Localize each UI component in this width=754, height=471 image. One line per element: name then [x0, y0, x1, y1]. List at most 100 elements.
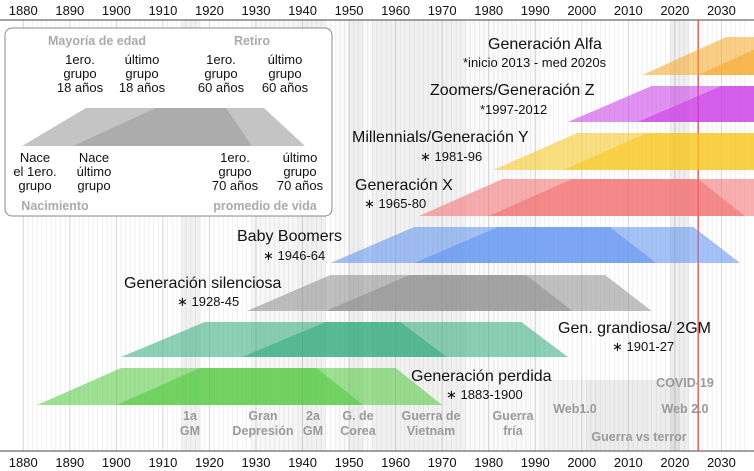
event-label-covid-19: COVID-19	[656, 376, 714, 390]
generation-labels: Generación Alfa *inicio 2013 - med 2020s Z…	[124, 36, 714, 444]
tick-top-1990: 1990	[521, 3, 550, 18]
legend-birth-last-line: grupo	[77, 178, 110, 193]
tick-bottom-1970: 1970	[428, 455, 457, 470]
tick-bottom-1980: 1980	[474, 455, 503, 470]
legend-death-last: último grupo 70 años	[277, 150, 324, 193]
generation-name-generaci-n-silenciosa: Generación silenciosa	[124, 275, 282, 292]
legend-title-adulthood: Mayoría de edad	[48, 34, 146, 48]
legend-birth-first: Nace el 1ero. grupo	[13, 150, 56, 193]
generation-years-baby-boomers: ∗ 1946-64	[263, 248, 325, 263]
legend-title-birth: Nacimiento	[21, 199, 89, 213]
legend-first-adult-line: 1ero.	[65, 52, 95, 67]
legend-last-retire-line: grupo	[268, 66, 301, 81]
legend-first-retire-line: 60 años	[198, 80, 245, 95]
tick-top-1890: 1890	[55, 3, 84, 18]
legend-last-adult-line: grupo	[125, 66, 158, 81]
legend-birth-first-line: grupo	[18, 178, 51, 193]
tick-top-1940: 1940	[288, 3, 317, 18]
tick-top-1930: 1930	[242, 3, 271, 18]
event-label-line: COVID-19	[656, 376, 714, 390]
tick-bottom-1920: 1920	[195, 455, 224, 470]
tick-top-1970: 1970	[428, 3, 457, 18]
generation-band-generaci-n-silenciosa	[246, 275, 652, 311]
generation-name-millennials-generaci-n-y: Millennials/Generación Y	[352, 129, 529, 146]
legend-death-first-line: 1ero.	[220, 150, 250, 165]
event-label-line: Corea	[340, 424, 376, 438]
legend-last-adult-line: último	[125, 52, 160, 67]
event-label-line: Guerra de	[401, 409, 460, 423]
tick-bottom-2030: 2030	[707, 455, 736, 470]
generation-band-gen-grandiosa-2gm	[121, 322, 568, 357]
generation-band-zoomers-generaci-n-z	[567, 86, 754, 122]
event-label-g-de-corea: G. de Corea	[340, 409, 376, 438]
tick-top-1880: 1880	[9, 3, 38, 18]
tick-top-2010: 2010	[614, 3, 643, 18]
legend-birth-last-line: último	[77, 164, 112, 179]
tick-top-1950: 1950	[335, 3, 364, 18]
legend-birth-last: Nace último grupo	[77, 150, 112, 193]
event-label-line: 2a	[306, 409, 321, 423]
event-label-guerra-de-vietnam: Guerra de Vietnam	[401, 409, 460, 438]
tick-bottom-2010: 2010	[614, 455, 643, 470]
event-label-line: fría	[503, 424, 524, 438]
tick-top-2000: 2000	[567, 3, 596, 18]
event-label-web-2-0: Web 2.0	[661, 402, 708, 416]
generation-name-gen-grandiosa-2gm: Gen. grandiosa/ 2GM	[558, 320, 711, 337]
generation-name-zoomers-generaci-n-z: Zoomers/Generación Z	[430, 82, 595, 99]
event-label-line: Guerra vs terror	[591, 430, 686, 444]
generation-band-generaci-n-x	[418, 179, 754, 216]
tick-bottom-1910: 1910	[148, 455, 177, 470]
generation-years-generaci-n-silenciosa: ∗ 1928-45	[177, 294, 239, 309]
legend-last-shape	[73, 108, 305, 146]
tick-bottom-1880: 1880	[9, 455, 38, 470]
event-label-line: G. de	[342, 409, 373, 423]
event-label-line: Vietnam	[407, 424, 455, 438]
last-group-shape	[488, 179, 754, 216]
legend-first-retire-line: grupo	[204, 66, 237, 81]
generation-years-generaci-n-alfa: *inicio 2013 - med 2020s	[463, 55, 607, 70]
tick-bottom-2020: 2020	[660, 455, 689, 470]
generation-name-generaci-n-alfa: Generación Alfa	[488, 36, 602, 53]
legend-last-adult-line: 18 años	[119, 80, 166, 95]
legend-death-last-line: 70 años	[277, 178, 324, 193]
generation-name-generaci-n-perdida: Generación perdida	[411, 368, 552, 385]
tick-bottom-1960: 1960	[381, 455, 410, 470]
generation-bands	[37, 37, 754, 405]
tick-top-1980: 1980	[474, 3, 503, 18]
legend-birth-first-line: el 1ero.	[13, 164, 56, 179]
generation-years-gen-grandiosa-2gm: ∗ 1901-27	[612, 339, 674, 354]
event-label-guerra-vs-terror: Guerra vs terror	[591, 430, 686, 444]
legend-birth-last-line: Nace	[79, 150, 109, 165]
event-label-line: 1a	[183, 409, 198, 423]
last-group-shape	[242, 322, 568, 357]
tick-top-1900: 1900	[102, 3, 131, 18]
legend-title-retirement: Retiro	[234, 34, 270, 48]
last-group-shape	[325, 275, 652, 311]
last-group-shape	[414, 227, 741, 263]
generation-band-generaci-n-alfa	[642, 37, 754, 75]
tick-bottom-2000: 2000	[567, 455, 596, 470]
tick-bottom-1890: 1890	[55, 455, 84, 470]
year-axis: 1880 1880 1890 1890 1900 1900 1910 1910 1920 1920…	[9, 3, 736, 470]
legend-last-retire-line: último	[268, 52, 303, 67]
event-label-line: Web1.0	[553, 402, 597, 416]
last-group-shape	[563, 133, 754, 170]
event-band-web-2-0	[600, 380, 680, 451]
last-group-shape	[637, 86, 754, 122]
tick-top-2030: 2030	[707, 3, 736, 18]
generation-years-generaci-n-perdida: ∗ 1883-1900	[446, 387, 523, 402]
event-label-guerra-fr-a: Guerra fría	[493, 409, 535, 438]
generation-band-millennials-generaci-n-y	[493, 133, 754, 170]
event-label-web1-0: Web1.0	[553, 402, 597, 416]
event-band-guerra-vs-terror	[586, 380, 680, 451]
generation-years-zoomers-generaci-n-z: *1997-2012	[480, 102, 547, 117]
tick-top-1960: 1960	[381, 3, 410, 18]
tick-bottom-1950: 1950	[335, 455, 364, 470]
generation-name-generaci-n-x: Generación X	[355, 177, 453, 194]
event-label-1a-gm: 1a GM	[180, 409, 200, 438]
generation-band-generaci-n-perdida	[37, 368, 443, 405]
legend-first-retire: 1ero. grupo 60 años	[198, 52, 245, 95]
legend-first-retire-line: 1ero.	[206, 52, 236, 67]
event-label-gran-depresi-n: Gran Depresión	[232, 409, 293, 438]
